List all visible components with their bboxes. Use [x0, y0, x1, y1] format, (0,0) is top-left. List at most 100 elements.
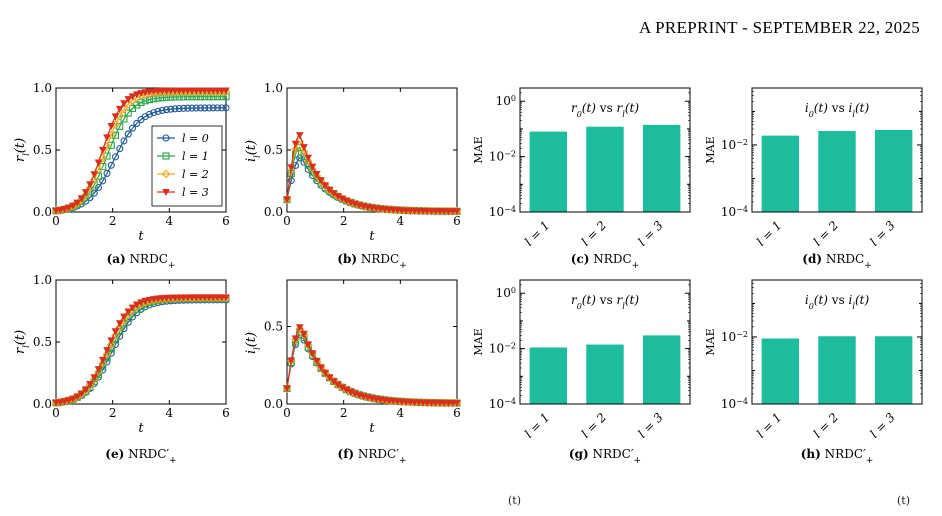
inner-title: r0(t) vs rl(t): [571, 293, 639, 311]
category-label: l = 1: [522, 218, 553, 249]
triangle-marker: [137, 299, 145, 307]
triangle-marker: [124, 308, 133, 316]
triangle-marker: [69, 202, 77, 210]
x-tick-label: 4: [166, 214, 174, 228]
y-tick-label: 10−4: [721, 205, 748, 220]
diamond-marker: [161, 169, 171, 179]
diamond-marker: [291, 144, 300, 154]
triangle-marker: [60, 398, 69, 406]
square-marker: [111, 131, 120, 139]
diamond-marker: [77, 195, 86, 205]
triangle-marker: [137, 90, 145, 98]
category-label: l = 3: [867, 218, 898, 249]
circle-marker: [213, 104, 222, 112]
triangle-marker: [300, 330, 308, 338]
circle-marker: [188, 104, 196, 112]
triangle-marker: [115, 320, 124, 328]
y-tick-label: 10−2: [721, 329, 748, 344]
bar-chart-d: l = 1 l = 2 l = 3 10−4 10−2 MAE i0(t) vs il(t)…: [704, 87, 923, 271]
caption: (h) NRDC′+: [801, 447, 874, 466]
circle-marker: [162, 134, 170, 142]
y-tick-label: 0.0: [264, 397, 283, 411]
triangle-marker: [52, 207, 60, 215]
caption: (g) NRDC′+: [569, 447, 641, 466]
diamond-marker: [299, 330, 309, 340]
triangle-marker: [321, 182, 330, 190]
circle-marker: [150, 109, 158, 117]
circle-marker: [205, 104, 213, 112]
y-tick-label: 1.0: [33, 273, 52, 287]
diamond-marker: [316, 177, 326, 186]
category-label: l = 3: [635, 410, 666, 441]
circle-marker: [99, 177, 107, 185]
triangle-marker: [295, 324, 304, 332]
circle-marker: [287, 176, 295, 185]
y-axis-label: rl(t): [13, 330, 31, 354]
triangle-marker: [81, 386, 90, 394]
triangle-marker: [107, 337, 116, 345]
axes-frame: [286, 87, 458, 213]
triangle-marker: [312, 170, 321, 179]
circle-marker: [154, 107, 162, 115]
triangle-marker: [158, 295, 167, 303]
category-label: l = 1: [522, 410, 553, 441]
x-tick-label: 4: [166, 406, 174, 420]
series-2: [51, 293, 231, 408]
circle-marker: [107, 161, 115, 169]
triangle-marker: [317, 364, 325, 372]
y-tick-label: 10−2: [489, 341, 516, 356]
triangle-marker: [317, 177, 325, 185]
triangle-marker: [56, 207, 65, 215]
diamond-marker: [291, 335, 300, 344]
y-axis-label: MAE: [704, 136, 717, 163]
triangle-marker: [325, 374, 334, 382]
y-tick-label: 10−4: [489, 205, 516, 220]
triangle-marker: [94, 366, 103, 374]
inner-title: r0(t) vs rl(t): [571, 101, 639, 119]
triangle-marker: [115, 105, 124, 113]
diamond-marker: [85, 183, 95, 193]
triangle-marker: [64, 204, 73, 212]
page-header: A PREPRINT - SEPTEMBER 22, 2025: [638, 18, 920, 37]
y-axis-label: il(t): [244, 140, 262, 162]
triangle-marker: [81, 189, 90, 197]
series-line: [55, 298, 227, 404]
series-2: [282, 324, 462, 408]
triangle-marker: [287, 357, 296, 365]
triangle-marker: [325, 186, 334, 194]
inner-title: i0(t) vs il(t): [805, 293, 870, 311]
y-tick-label: 0.5: [264, 143, 283, 157]
caption: (b) NRDC+: [337, 252, 406, 271]
bar: [642, 335, 681, 404]
triangle-marker: [77, 390, 86, 398]
line-chart-f: 0 2 4 6 0.0 0.5 t il(t) (f) NRDC′+: [244, 279, 462, 466]
triangle-marker: [90, 374, 99, 382]
diamond-marker: [320, 181, 330, 191]
diamond-marker: [81, 386, 91, 395]
triangle-marker: [162, 294, 171, 302]
y-tick-label: 1.0: [33, 81, 52, 95]
legend-label: l = 3: [182, 186, 209, 199]
series-line: [55, 297, 227, 404]
diamond-marker: [106, 340, 116, 349]
circle-marker: [128, 124, 137, 132]
category-label: l = 1: [754, 410, 785, 441]
circle-marker: [133, 119, 141, 127]
triangle-marker: [304, 154, 313, 162]
line-chart-a: 0 2 4 6 0.0 0.5 1.0 t rl(t) l = 0 l = 1 l = 2 l = 3 (…: [13, 81, 231, 271]
x-tick-label: 6: [453, 214, 461, 228]
square-marker: [154, 94, 162, 102]
series-3: [52, 294, 230, 407]
triangle-marker: [291, 335, 300, 343]
triangle-marker: [90, 171, 99, 179]
square-marker: [150, 95, 158, 103]
legend: l = 0 l = 1 l = 2 l = 3: [151, 125, 223, 207]
diamond-marker: [303, 340, 313, 350]
triangle-marker: [287, 164, 296, 172]
triangle-marker: [98, 356, 107, 364]
x-axis-label: t: [138, 229, 144, 244]
x-tick-label: 0: [52, 406, 60, 420]
triangle-marker: [128, 304, 137, 312]
footnote-2: (t): [897, 494, 911, 507]
triangle-marker: [145, 296, 154, 304]
